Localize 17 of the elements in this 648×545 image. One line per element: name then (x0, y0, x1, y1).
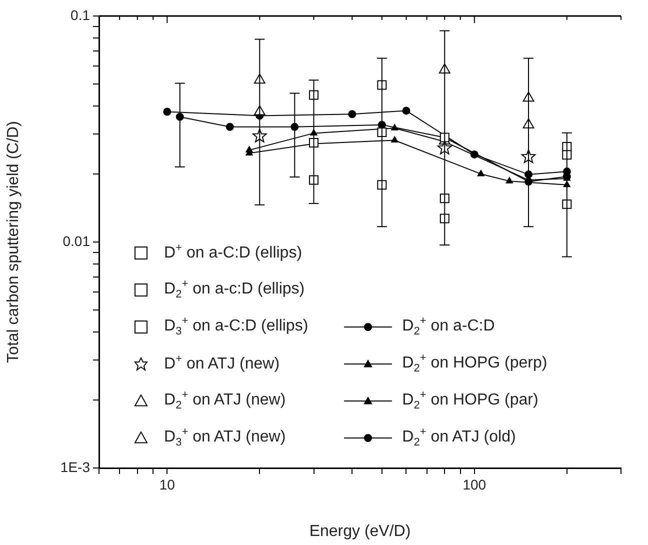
y-tick-label: 1E-3 (60, 458, 90, 475)
legend-label: D$_{2}$$^{+}$ on ATJ (new) (164, 389, 286, 412)
legend-label: D$^{+}$ on ATJ (new) (164, 353, 280, 374)
legend-label: D$_{3}$$^{+}$ on a-C:D (ellips) (164, 315, 308, 338)
legend-label: D$_{2}$$^{+}$ on ATJ (old) (402, 426, 516, 449)
y-tick-label: 0.01 (62, 232, 90, 249)
y-tick-label: 0.1 (70, 6, 90, 23)
legend-label: D$_{2}$$^{+}$ on a-C:D (402, 315, 495, 338)
legend-label: D$_{2}$$^{+}$ on HOPG (perp) (402, 352, 548, 375)
x-axis-title: Energy (eV/D) (309, 522, 411, 540)
legend-label: D$^{+}$ on a-C:D (ellips) (164, 242, 302, 263)
y-axis-title: Total carbon sputtering yield (C/D) (5, 121, 22, 363)
x-tick-label: 10 (159, 476, 176, 492)
legend-label: D$_{2}$$^{+}$ on a-c:D (ellips) (164, 278, 305, 301)
legend-label: D$_{3}$$^{+}$ on ATJ (new) (164, 426, 286, 449)
legend-label: D$_{2}$$^{+}$ on HOPG (par) (402, 389, 538, 412)
x-tick-label: 100 (462, 476, 486, 492)
